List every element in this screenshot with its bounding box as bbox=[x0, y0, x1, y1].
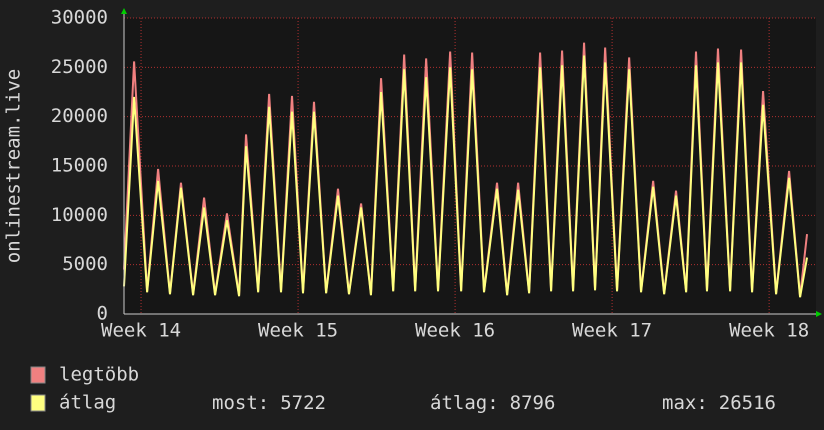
stat: átlag: 8796 bbox=[430, 392, 555, 414]
legend-swatch bbox=[30, 366, 46, 384]
stat-label: max: bbox=[662, 392, 708, 414]
stat-label: most: bbox=[212, 392, 269, 414]
legend-swatch bbox=[30, 394, 46, 412]
x-tick-label: Week 16 bbox=[415, 320, 495, 342]
y-tick-label: 20000 bbox=[51, 105, 108, 127]
stat-label: átlag: bbox=[430, 392, 499, 414]
y-tick-label: 10000 bbox=[51, 204, 108, 226]
x-tick-label: Week 14 bbox=[101, 320, 181, 342]
stat-value: 26516 bbox=[719, 392, 776, 414]
stat: most: 5722 bbox=[212, 392, 326, 414]
series-line bbox=[123, 55, 809, 298]
y-arrow bbox=[121, 8, 127, 14]
x-tick-label: Week 17 bbox=[572, 320, 652, 342]
y-tick-label: 15000 bbox=[51, 155, 108, 177]
stat-value: 8796 bbox=[510, 392, 556, 414]
x-tick-label: Week 15 bbox=[258, 320, 338, 342]
legend-label: átlag bbox=[59, 392, 116, 414]
y-axis-label: onlinestream.live bbox=[3, 69, 25, 263]
y-tick-label: 0 bbox=[97, 303, 108, 325]
y-tick-label: 30000 bbox=[51, 7, 108, 29]
legend-label: legtöbb bbox=[59, 364, 139, 386]
x-arrow bbox=[816, 311, 822, 317]
x-tick-label: Week 18 bbox=[729, 320, 809, 342]
stat-value: 5722 bbox=[280, 392, 326, 414]
y-tick-label: 5000 bbox=[62, 253, 108, 275]
stat: max: 26516 bbox=[662, 392, 776, 414]
y-tick-label: 25000 bbox=[51, 56, 108, 78]
